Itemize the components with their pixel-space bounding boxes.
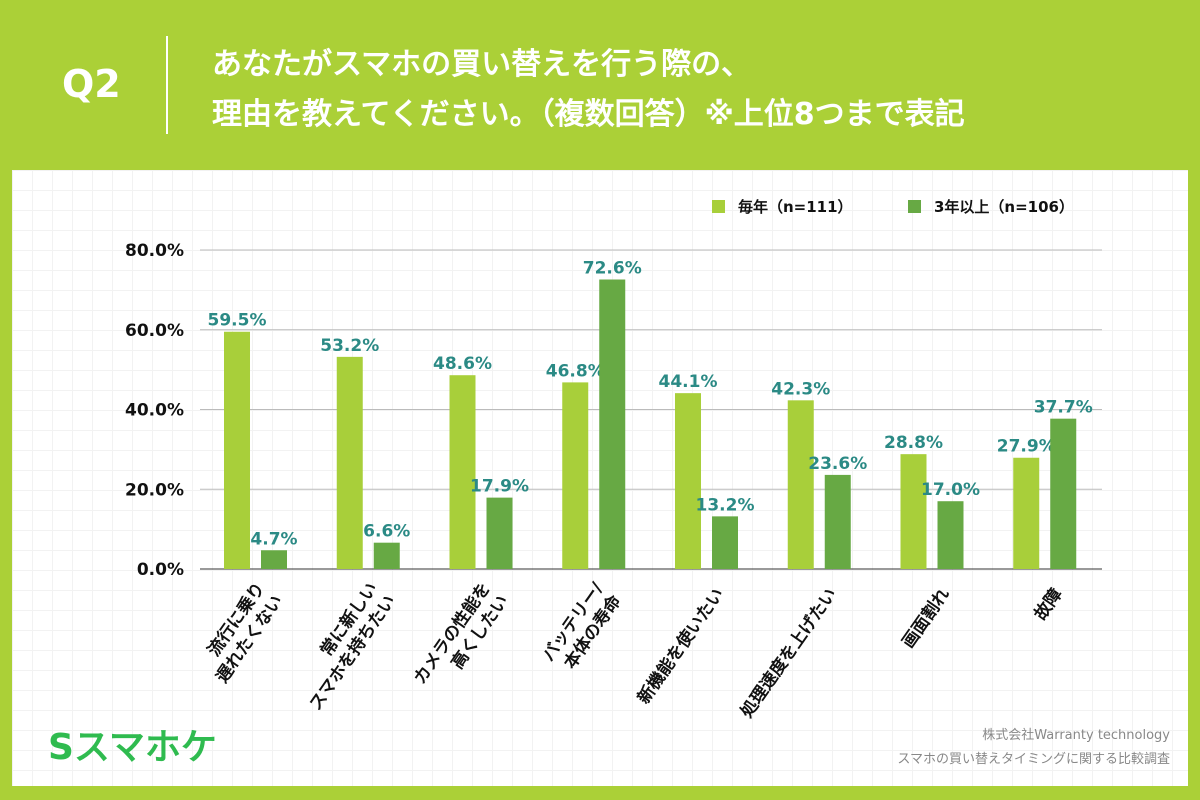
x-tick-label: 画面割れ (898, 584, 954, 652)
data-label: 44.1% (659, 372, 718, 392)
source-survey: スマホの買い替えタイミングに関する比較調査 (897, 752, 1170, 767)
bar (1050, 418, 1077, 569)
divider (166, 36, 168, 134)
data-label: 28.8% (884, 433, 943, 453)
bar (373, 542, 400, 569)
data-label: 17.9% (470, 477, 529, 497)
source: 株式会社Warranty technology スマホの買い替えタイミングに関す… (897, 724, 1170, 772)
bar (787, 400, 814, 569)
bar (562, 382, 589, 569)
y-tick-label: 20.0% (125, 480, 184, 500)
bar (675, 393, 701, 569)
x-tick-label: 処理速度を上げたい (736, 584, 842, 722)
x-tick-label: 流行に乗り遅れたくない (193, 579, 287, 687)
y-tick-label: 60.0% (125, 321, 184, 341)
legend-swatch (908, 200, 921, 213)
data-label: 6.6% (363, 522, 410, 542)
data-label: 23.6% (808, 454, 867, 474)
bar (712, 516, 738, 569)
x-tick-label: バッテリー/本体の寿命 (539, 578, 626, 678)
data-label: 42.3% (771, 379, 830, 399)
bar (486, 497, 513, 569)
data-label: 4.7% (250, 529, 297, 549)
question-number: Q2 (62, 62, 121, 106)
x-tick-label: 新機能を使いたい (633, 584, 728, 707)
bar (1013, 457, 1040, 569)
x-tick-label: 常に新しいスマホを持ちたい (287, 579, 400, 715)
legend-label: 3年以上（n=106） (934, 198, 1074, 216)
data-label: 17.0% (921, 480, 980, 500)
data-label: 37.7% (1034, 398, 1093, 418)
bar (224, 331, 250, 569)
bar (449, 375, 476, 569)
data-label: 46.8% (546, 361, 605, 381)
x-tick-label: カメラの性能を高くしたい (409, 579, 512, 701)
data-label: 72.6% (583, 259, 642, 279)
data-label: 48.6% (433, 354, 492, 374)
bar (336, 356, 363, 569)
source-company: 株式会社Warranty technology (982, 728, 1170, 743)
logo-text: Sスマホケ (48, 727, 217, 768)
y-tick-label: 0.0% (137, 560, 184, 580)
data-label: 13.2% (696, 495, 755, 515)
bar (824, 474, 851, 569)
page-title: あなたがスマホの買い替えを行う際の、 理由を教えてください。（複数回答）※上位8… (212, 47, 965, 132)
data-label: 59.5% (208, 311, 267, 331)
bar (261, 550, 287, 569)
logo: Sスマホケ (48, 718, 217, 770)
bar (937, 501, 964, 569)
bar (599, 279, 626, 569)
legend-label: 毎年（n=111） (738, 198, 853, 216)
x-tick-label: 故障 (1030, 584, 1067, 624)
y-tick-label: 80.0% (125, 241, 184, 261)
y-tick-label: 40.0% (125, 401, 184, 421)
bar (900, 454, 927, 569)
data-label: 27.9% (997, 437, 1056, 457)
legend-swatch (712, 200, 725, 213)
data-label: 53.2% (320, 336, 379, 356)
